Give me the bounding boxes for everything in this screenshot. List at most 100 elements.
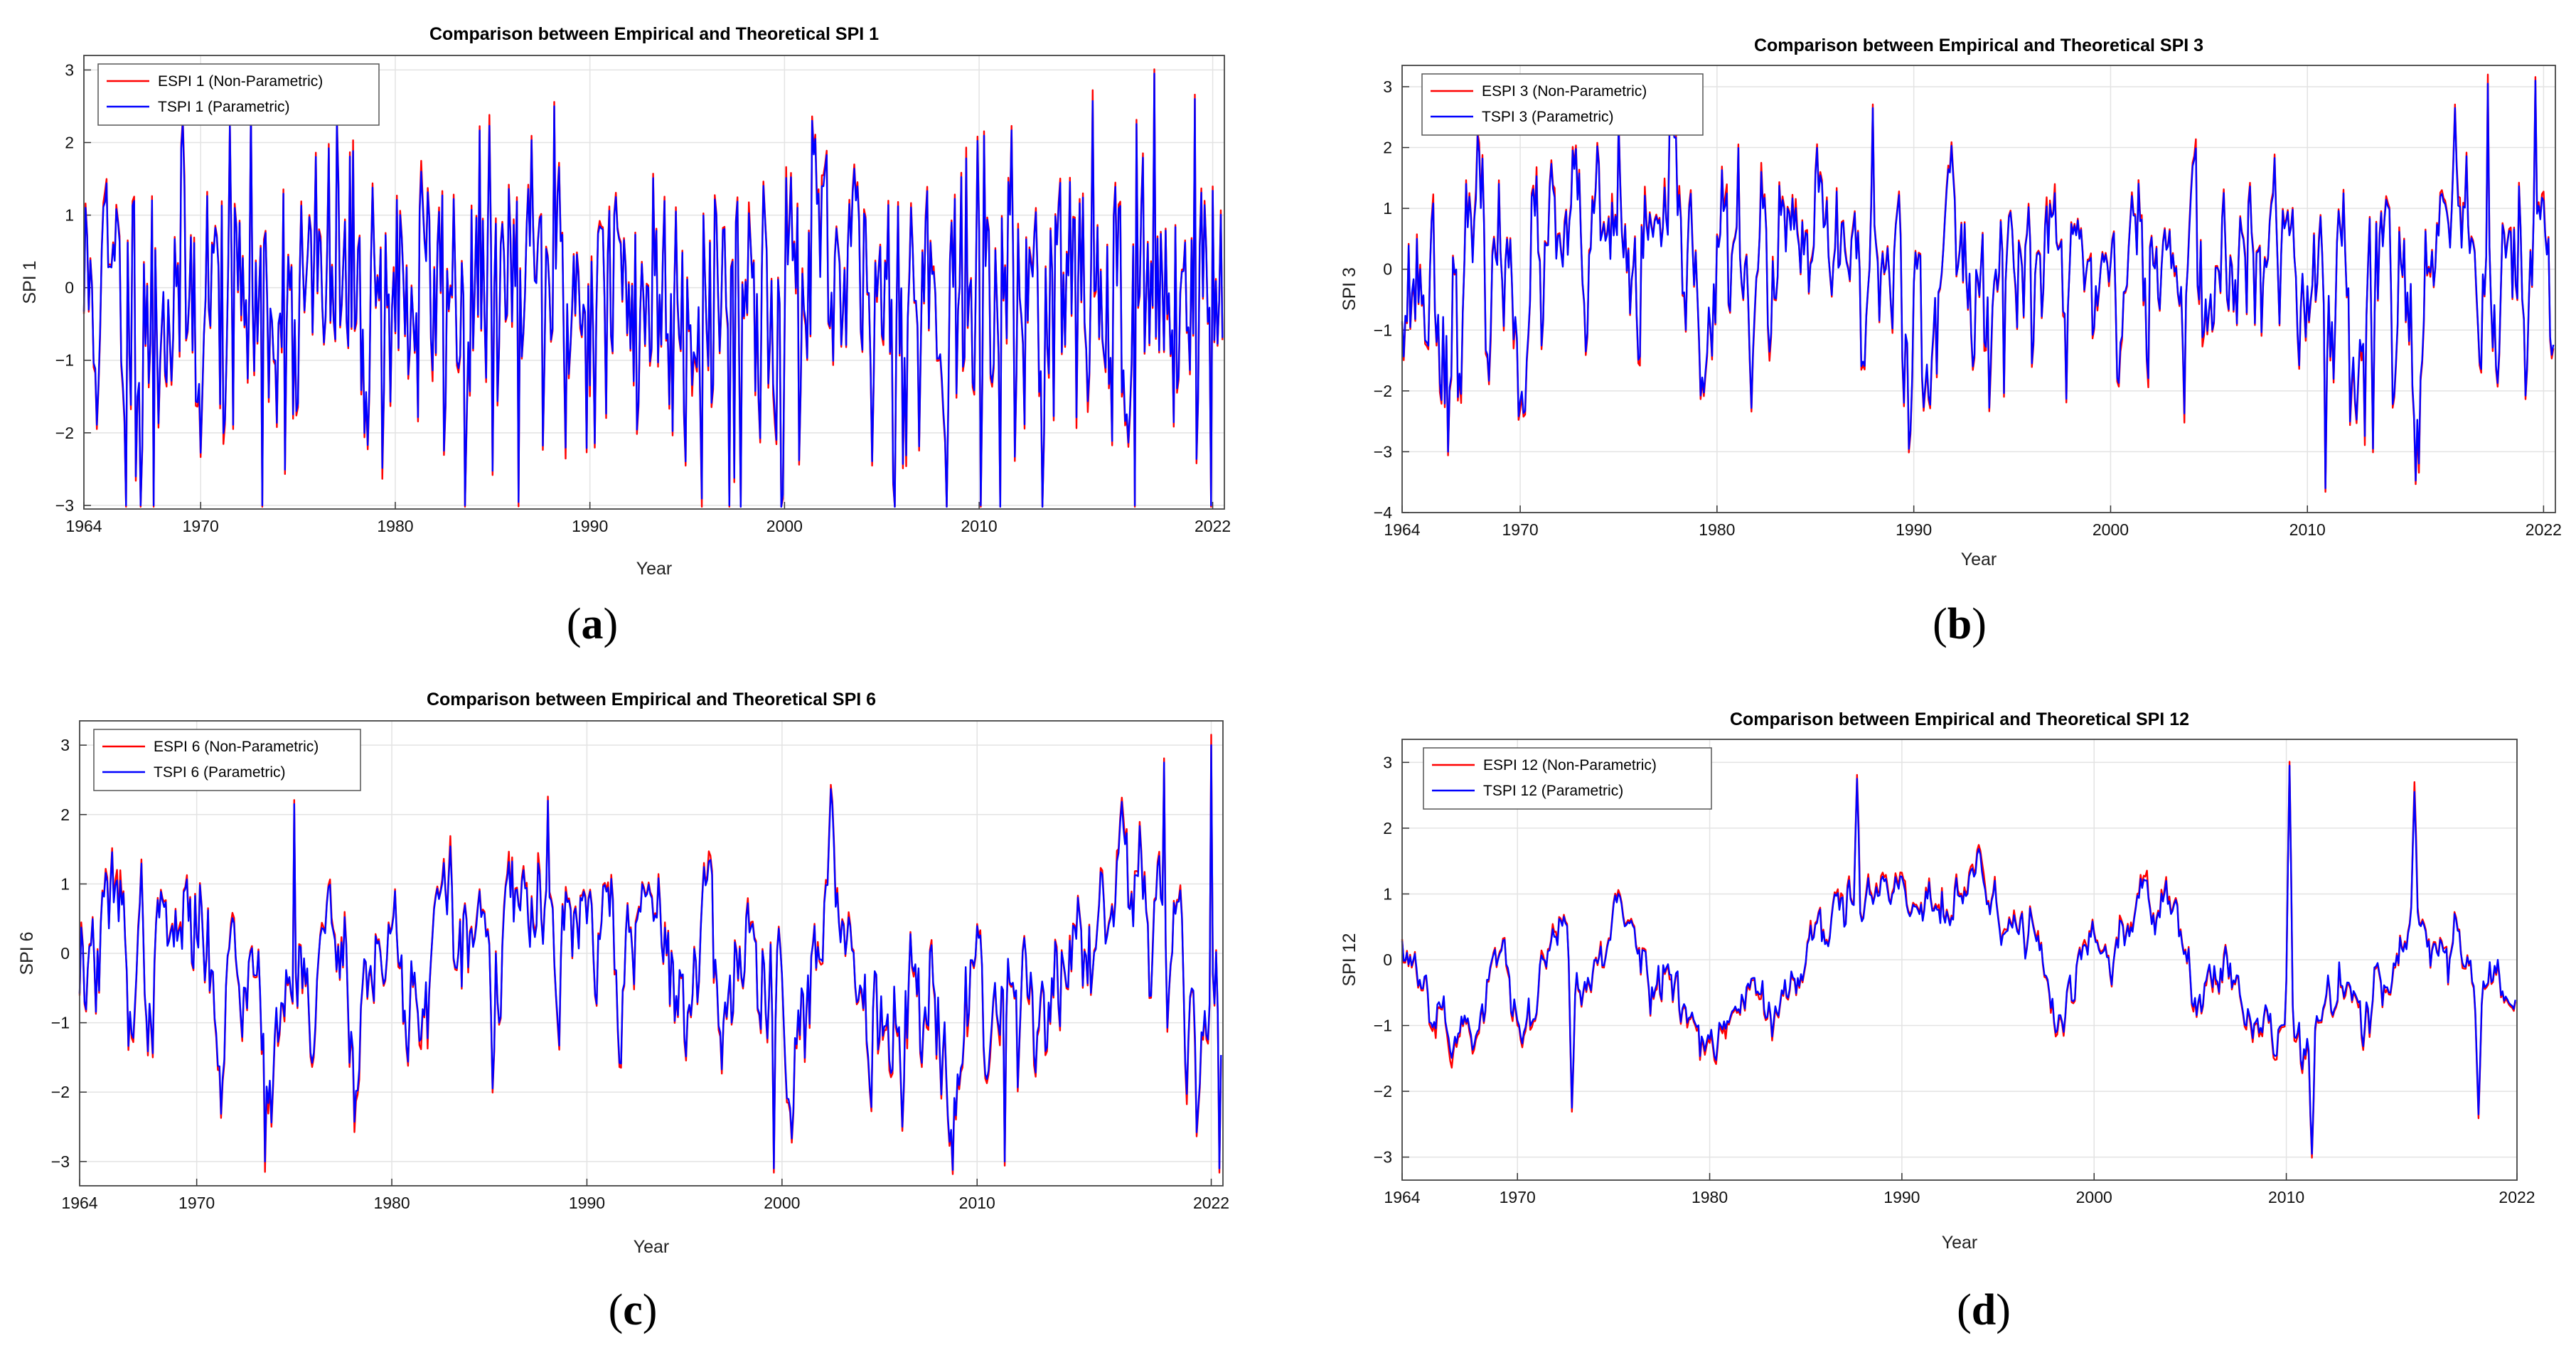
axes-box [1401,65,2556,513]
chart-title: Comparison between Empirical and Theoret… [429,24,879,44]
y-tick-label: 2 [65,133,74,151]
x-tick-label: 1964 [1384,520,1420,539]
y-tick-label: 0 [1383,950,1392,969]
panel-letter-c: (c) [608,1286,658,1334]
y-tick-label: −1 [51,1014,70,1032]
y-axis-label: SPI 1 [20,260,40,304]
legend-label: ESPI 12 (Non-Parametric) [1483,757,1657,773]
chart-panel-c: Comparison between Empirical and Theoret… [17,690,1229,1257]
x-tick-label: 2010 [2289,520,2326,539]
y-tick-label: −1 [1374,321,1392,339]
legend-label: ESPI 1 (Non-Parametric) [158,73,323,90]
y-tick-label: −3 [1374,442,1392,461]
y-tick-label: −4 [1374,503,1392,522]
y-tick-label: 2 [60,805,70,824]
x-tick-label: 1990 [572,517,608,535]
legend-label: TSPI 6 (Parametric) [154,764,286,781]
axes-box [1401,739,2518,1181]
x-tick-label: 2000 [2093,520,2129,539]
x-tick-label: 2000 [764,1194,800,1212]
chart-panel-b: Comparison between Empirical and Theoret… [1340,36,2562,569]
legend: ESPI 1 (Non-Parametric) TSPI 1 (Parametri… [97,63,380,126]
x-tick-label: 1980 [1699,520,1735,539]
legend: ESPI 12 (Non-Parametric) TSPI 12 (Paramet… [1423,747,1712,810]
y-tick-label: 1 [60,874,70,893]
y-tick-label: 0 [60,944,70,963]
y-tick-label: −2 [55,424,74,442]
x-tick-label: 2000 [2076,1188,2112,1206]
y-tick-label: 0 [65,279,74,297]
x-tick-label: 1964 [1384,1188,1420,1206]
y-tick-label: −1 [55,351,74,370]
legend-box [93,729,361,791]
series-line-tspi [1401,80,2555,489]
x-tick-label: 1980 [1691,1188,1728,1206]
legend: ESPI 6 (Non-Parametric) TSPI 6 (Parametri… [93,729,361,791]
series-line-tspi [82,73,1224,508]
chart-panel-a: Comparison between Empirical and Theoret… [20,24,1231,579]
grid-lines [83,55,1224,509]
chart-panel-d: Comparison between Empirical and Theoret… [1340,709,2535,1253]
axes-box [83,55,1225,510]
x-axis-label: Year [636,559,673,579]
x-axis-label: Year [634,1237,670,1257]
legend-box [97,63,380,126]
x-axis-label: Year [1961,550,1997,569]
y-tick-label: −2 [1374,382,1392,400]
y-axis-label: SPI 12 [1340,933,1359,986]
y-tick-label: 3 [65,60,74,79]
x-tick-label: 1980 [373,1194,410,1212]
y-tick-label: 2 [1383,139,1392,157]
y-axis-label: SPI 3 [1340,267,1359,311]
x-axis-label: Year [1942,1233,1978,1253]
legend-box [1423,747,1712,810]
y-tick-label: −3 [1374,1148,1392,1167]
y-tick-label: 1 [1383,884,1392,903]
y-tick-label: 0 [1383,260,1392,279]
y-tick-label: −3 [51,1152,70,1171]
panel-letter-b: (b) [1933,600,1987,648]
legend-label: ESPI 3 (Non-Parametric) [1482,83,1647,100]
y-tick-label: 3 [60,736,70,754]
x-tick-label: 2000 [766,517,803,535]
legend-label: TSPI 1 (Parametric) [158,99,290,115]
y-tick-label: −2 [1374,1082,1392,1100]
x-tick-label: 2010 [961,517,998,535]
panel-letter-d: (d) [1957,1286,2011,1334]
x-tick-label: 1964 [65,517,102,535]
x-tick-label: 1990 [569,1194,605,1212]
plot-area [84,55,1224,509]
y-tick-label: 1 [1383,199,1392,218]
axes-box [79,720,1224,1187]
chart-title: Comparison between Empirical and Theoret… [1754,36,2203,55]
y-tick-label: −3 [55,496,74,515]
series-line-tspi [1401,764,2516,1155]
y-tick-label: 2 [1383,819,1392,837]
y-tick-label: 3 [1383,753,1392,771]
legend-box [1421,73,1704,136]
x-tick-label: 1990 [1883,1188,1920,1206]
panel-letter-a: (a) [566,600,619,648]
legend-label: TSPI 3 (Parametric) [1482,109,1614,125]
y-tick-label: −1 [1374,1017,1392,1035]
legend-label: ESPI 6 (Non-Parametric) [154,739,319,755]
y-tick-label: −2 [51,1083,70,1101]
x-tick-label: 1970 [178,1194,215,1212]
x-tick-label: 1980 [377,517,413,535]
x-tick-label: 1970 [1502,520,1538,539]
y-tick-label: 3 [1383,77,1392,96]
chart-title: Comparison between Empirical and Theoret… [1730,709,2189,729]
x-tick-label: 2022 [1193,1194,1229,1212]
y-tick-label: 1 [65,206,74,225]
x-tick-label: 1990 [1896,520,1932,539]
x-tick-label: 1970 [183,517,219,535]
x-tick-label: 2022 [2526,520,2562,539]
legend: ESPI 3 (Non-Parametric) TSPI 3 (Parametri… [1421,73,1704,136]
x-tick-label: 2022 [1195,517,1231,535]
x-tick-label: 1964 [61,1194,97,1212]
chart-title: Comparison between Empirical and Theoret… [427,690,876,709]
x-tick-label: 1970 [1500,1188,1536,1206]
y-axis-label: SPI 6 [17,931,37,975]
legend-label: TSPI 12 (Parametric) [1483,783,1623,799]
